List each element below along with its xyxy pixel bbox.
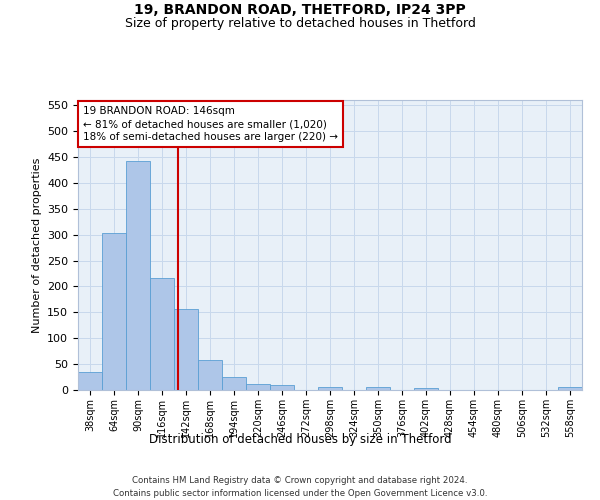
Bar <box>174 308 198 390</box>
Bar <box>150 278 174 390</box>
Bar <box>270 385 294 390</box>
Text: Size of property relative to detached houses in Thetford: Size of property relative to detached ho… <box>125 16 475 30</box>
Text: 19, BRANDON ROAD, THETFORD, IP24 3PP: 19, BRANDON ROAD, THETFORD, IP24 3PP <box>134 2 466 16</box>
Bar <box>318 388 342 390</box>
Bar <box>126 160 150 390</box>
Bar <box>246 384 270 390</box>
Bar <box>102 233 126 390</box>
Text: Distribution of detached houses by size in Thetford: Distribution of detached houses by size … <box>149 432 451 446</box>
Text: Contains HM Land Registry data © Crown copyright and database right 2024.
Contai: Contains HM Land Registry data © Crown c… <box>113 476 487 498</box>
Bar <box>558 388 582 390</box>
Bar <box>366 387 390 390</box>
Bar <box>414 388 438 390</box>
Bar <box>78 372 102 390</box>
Bar <box>198 360 222 390</box>
Text: 19 BRANDON ROAD: 146sqm
← 81% of detached houses are smaller (1,020)
18% of semi: 19 BRANDON ROAD: 146sqm ← 81% of detache… <box>83 106 338 142</box>
Y-axis label: Number of detached properties: Number of detached properties <box>32 158 41 332</box>
Bar <box>222 377 246 390</box>
